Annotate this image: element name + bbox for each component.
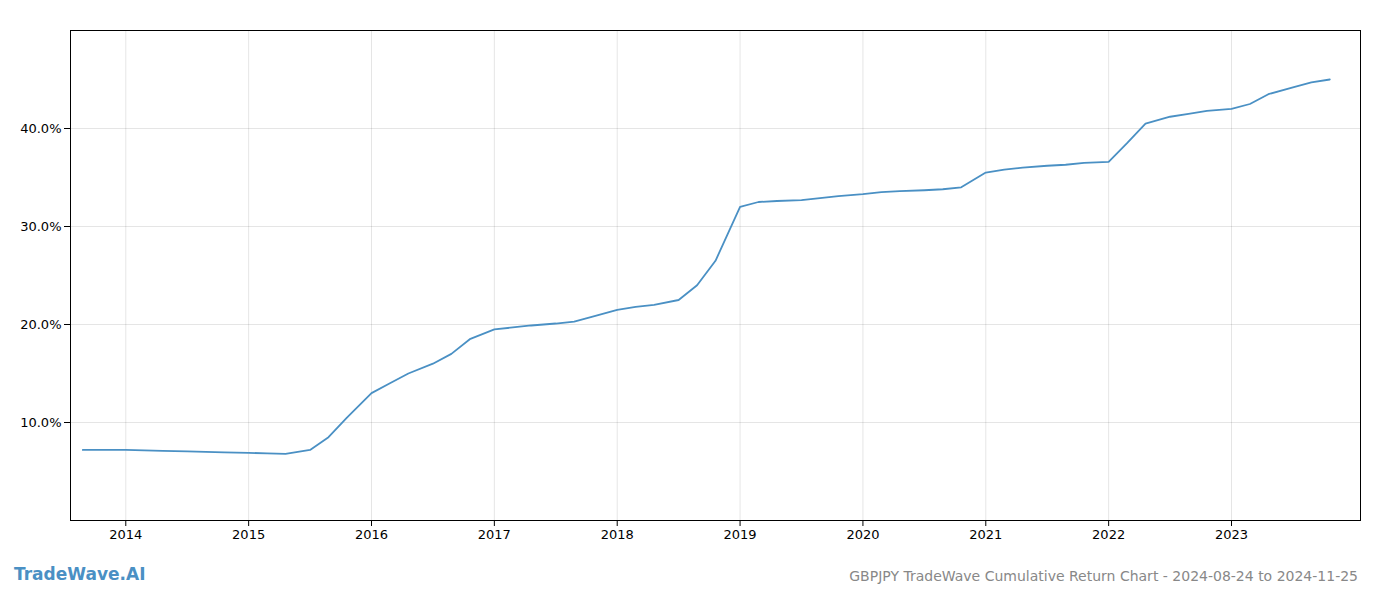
html-text:GBPJPY TradeWave Cumulative Re: GBPJPY TradeWave Cumulative Return Chart…	[849, 568, 1358, 584]
svg-text:2022: 2022	[1092, 527, 1125, 542]
svg-text:2017: 2017	[478, 527, 511, 542]
svg-text:2015: 2015	[232, 527, 265, 542]
svg-text:2023: 2023	[1215, 527, 1248, 542]
svg-text:2020: 2020	[846, 527, 879, 542]
svg-text:10.0%: 10.0%	[20, 415, 61, 430]
svg-text:2018: 2018	[601, 527, 634, 542]
svg-text:2016: 2016	[355, 527, 388, 542]
svg-text:2014: 2014	[109, 527, 142, 542]
svg-text:40.0%: 40.0%	[20, 121, 61, 136]
svg-text:2021: 2021	[969, 527, 1002, 542]
svg-text:2019: 2019	[724, 527, 757, 542]
svg-text:30.0%: 30.0%	[20, 219, 61, 234]
html-text:TradeWave.AI: TradeWave.AI	[14, 564, 146, 584]
svg-text:20.0%: 20.0%	[20, 317, 61, 332]
